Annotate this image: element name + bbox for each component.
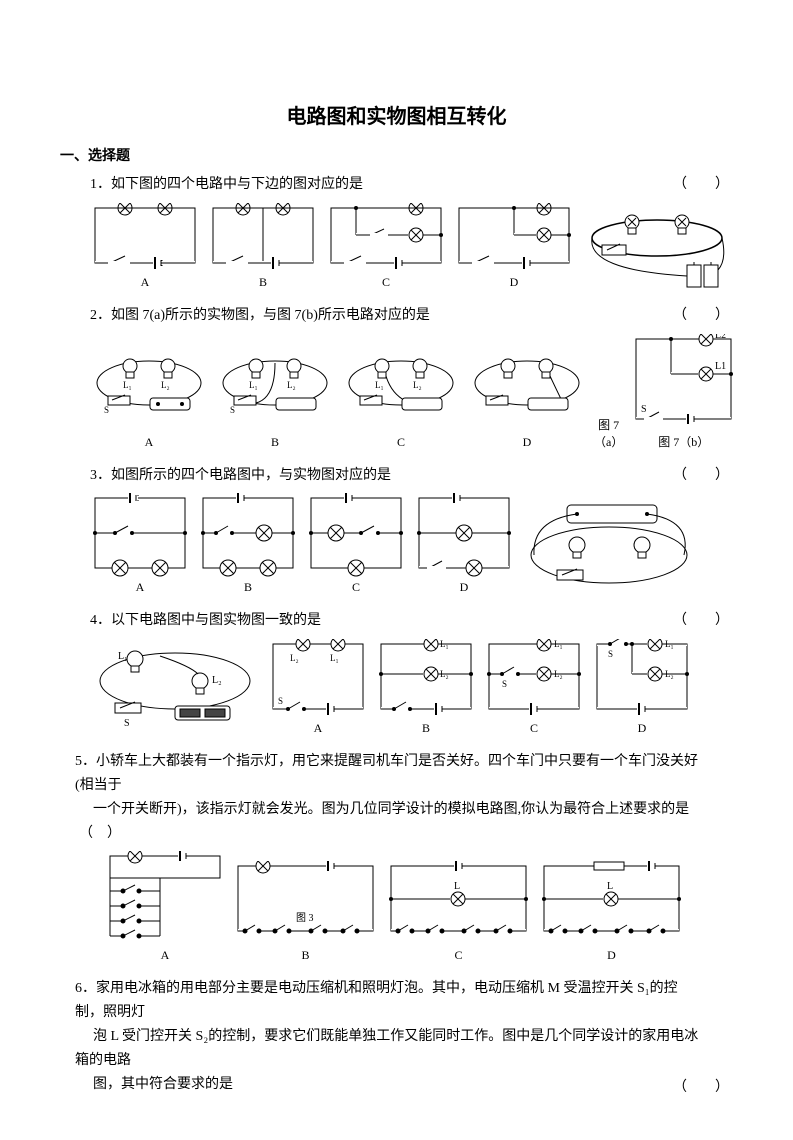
q2-phys-d xyxy=(468,348,586,433)
lbl-l2: L2 xyxy=(715,334,726,341)
question-2: 2．如图 7(a)所示的实物图，与图 7(b)所示电路对应的是 （ ） xyxy=(90,304,733,328)
svg-text:L: L xyxy=(454,881,460,892)
label-d: D xyxy=(607,948,616,963)
svg-text:L₂: L₂ xyxy=(554,669,563,679)
label-c: C xyxy=(382,275,390,290)
q2-text: 2．如图 7(a)所示的实物图，与图 7(b)所示电路对应的是 xyxy=(90,308,430,323)
svg-text:S: S xyxy=(278,696,283,706)
answer-blank: （ ） xyxy=(673,304,729,324)
fig3-caption: 图 3 xyxy=(296,912,314,924)
svg-text:L₁: L₁ xyxy=(375,380,384,390)
svg-text:L₂: L₂ xyxy=(413,380,422,390)
label-d: D xyxy=(460,580,469,595)
svg-text:S: S xyxy=(608,649,613,659)
section-header: 一、选择题 xyxy=(60,145,733,165)
q4-physical: L₁ L₂ S xyxy=(90,641,260,736)
answer-blank: （ ） xyxy=(673,1076,729,1096)
q5-circuit-c: L xyxy=(386,861,531,946)
question-3: 3．如图所示的四个电路图中，与实物图对应的是 （ ） xyxy=(90,464,733,488)
label-b: B xyxy=(301,948,309,963)
label-a: A xyxy=(314,721,323,736)
label-a: A xyxy=(136,580,145,595)
lbl-s: S xyxy=(641,404,647,415)
q1-circuit-b xyxy=(208,203,318,273)
q2-phys-b: L₁ L₂ S xyxy=(216,348,334,433)
q5-figures: L A xyxy=(105,851,733,963)
q3-figures: A B xyxy=(90,493,733,595)
q2-schematic-7b: L2 L1 S xyxy=(631,334,736,429)
label-a: A xyxy=(145,435,154,450)
fig7b-caption: 图 7（b） xyxy=(658,433,709,450)
svg-text:L: L xyxy=(607,881,613,892)
q1-circuit-d xyxy=(454,203,574,273)
question-1: 1．如下图的四个电路中与下边的图对应的是 （ ） xyxy=(90,173,733,197)
q2-figures: L₁ L₂ S A L₁ L₂ S B xyxy=(90,334,733,450)
svg-text:L₂: L₂ xyxy=(440,669,449,679)
svg-text:S: S xyxy=(104,405,109,415)
svg-text:L₁: L₁ xyxy=(665,639,674,649)
label-d: D xyxy=(510,275,519,290)
label-b: B xyxy=(271,435,279,450)
q4-figures: L₁ L₂ S L₂ L₁ S xyxy=(90,639,733,736)
svg-text:L: L xyxy=(258,861,264,862)
q1-figures: A B xyxy=(90,203,733,290)
label-b: B xyxy=(259,275,267,290)
q4-circuit-d: S L₁ L₂ xyxy=(592,639,692,719)
label-b: B xyxy=(422,721,430,736)
q5-circuit-a: L xyxy=(105,851,225,946)
svg-text:R: R xyxy=(604,861,611,862)
answer-blank: （ ） xyxy=(673,173,729,193)
label-c: C xyxy=(352,580,360,595)
svg-text:L₂: L₂ xyxy=(287,380,296,390)
svg-text:L₁: L₁ xyxy=(123,380,132,390)
svg-text:L₂: L₂ xyxy=(290,653,299,663)
svg-text:L₁: L₁ xyxy=(118,651,128,662)
svg-text:L₁: L₁ xyxy=(249,380,258,390)
question-6: 6．家用电冰箱的用电部分主要是电动压缩机和照明灯泡。其中，电动压缩机 M 受温控… xyxy=(75,977,733,1096)
q1-physical xyxy=(582,210,732,290)
q4-circuit-c: L₁ S L₂ xyxy=(484,639,584,719)
svg-text:S: S xyxy=(124,718,130,729)
q3-circuit-c xyxy=(306,493,406,578)
svg-text:L: L xyxy=(130,851,136,852)
question-5: 5．小轿车上大都装有一个指示灯，用它来提醒司机车门是否关好。四个车门中只要有一个… xyxy=(75,750,733,845)
page-title: 电路图和实物图相互转化 xyxy=(60,100,733,129)
fig7a-caption: 图 7（a） xyxy=(594,416,623,450)
q3-physical xyxy=(522,500,697,595)
svg-text:L₂: L₂ xyxy=(161,380,170,390)
svg-text:S: S xyxy=(230,405,235,415)
q3-circuit-d xyxy=(414,493,514,578)
question-4: 4．以下电路图中与图实物图一致的是 （ ） xyxy=(90,609,733,633)
svg-text:L₂: L₂ xyxy=(212,675,222,686)
label-d: D xyxy=(638,721,647,736)
q3-circuit-b xyxy=(198,493,298,578)
q1-circuit-a xyxy=(90,203,200,273)
lbl-l1: L1 xyxy=(715,361,726,372)
label-c: C xyxy=(454,948,462,963)
q2-phys-a: L₁ L₂ S xyxy=(90,348,208,433)
svg-text:L₁: L₁ xyxy=(554,639,563,649)
q5-circuit-b: L 图 3 xyxy=(233,861,378,946)
q3-circuit-a xyxy=(90,493,190,578)
svg-text:S: S xyxy=(502,679,507,689)
svg-text:L₁: L₁ xyxy=(440,639,449,649)
label-c: C xyxy=(397,435,405,450)
label-a: A xyxy=(161,948,170,963)
q4-circuit-b: L₁ L₂ xyxy=(376,639,476,719)
label-c: C xyxy=(530,721,538,736)
svg-text:L₂: L₂ xyxy=(665,669,674,679)
q1-text: 1．如下图的四个电路中与下边的图对应的是 xyxy=(90,177,363,192)
svg-text:L₁: L₁ xyxy=(330,653,339,663)
answer-blank: （ ） xyxy=(673,464,729,484)
q5-circuit-d: R L xyxy=(539,861,684,946)
q1-circuit-c xyxy=(326,203,446,273)
label-d: D xyxy=(523,435,532,450)
label-a: A xyxy=(141,275,150,290)
label-b: B xyxy=(244,580,252,595)
q2-phys-c: L₁ L₂ xyxy=(342,348,460,433)
q4-circuit-a: L₂ L₁ S xyxy=(268,639,368,719)
answer-blank: （ ） xyxy=(673,609,729,629)
